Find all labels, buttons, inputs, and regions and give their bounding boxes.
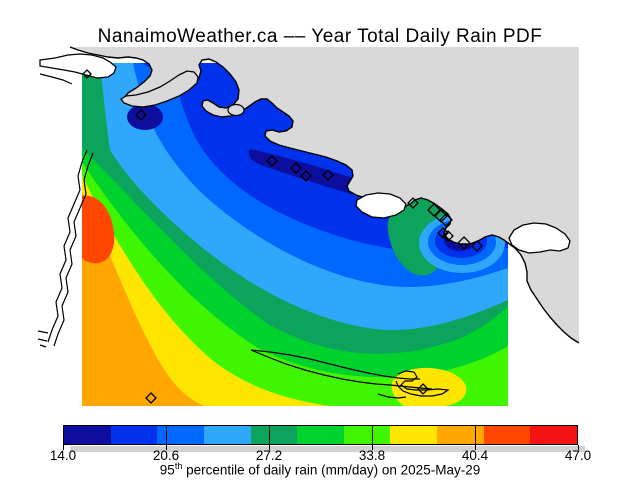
station-diamond-icon [145,392,157,404]
land-mainland [70,47,579,343]
colorbar-segment-5 [297,426,344,444]
band-orange [82,192,204,406]
caption-rest: percentile of daily rain (mm/day) on 202… [182,462,481,478]
station-diamond-icon [290,162,302,174]
station-diamond-icon [82,69,92,79]
colorbar-tick [166,445,167,450]
colorbar-segment-9 [483,426,531,444]
plot-title: NanaimoWeather.ca –– Year Total Daily Ra… [97,26,543,47]
colorbar-tick-label: 14.0 [49,448,77,463]
colorbar-tick-label: 20.6 [152,448,180,463]
station-diamond-icon [407,197,419,209]
station-diamond-icon [417,383,429,395]
colorbar-tickline [269,425,270,445]
station-markers [82,69,483,404]
station-diamond-icon [266,155,278,167]
colorbar-tick [475,445,476,450]
station-diamond-icon [427,203,441,217]
colorbar-segment-10 [530,426,578,444]
colorbar-segment-2 [157,426,204,444]
channel-line-northwest [39,73,73,85]
colorbar-segment-0 [64,426,111,444]
colorbar-segment-3 [203,426,251,444]
land-islet [227,103,245,117]
colorbar-segment-4 [250,426,298,444]
island-northwest [39,53,117,79]
station-diamond-icon [471,240,483,252]
colorbar-tick [372,445,373,450]
colorbar-caption: 95th percentile of daily rain (mm/day) o… [0,461,640,478]
station-diamond-icon [135,109,147,121]
colorbar [63,425,578,445]
colorbar-shadow [70,446,585,452]
coastline-west-island [37,149,94,348]
colorbar-segment-8 [437,426,484,444]
caption-base: 95 [159,462,175,478]
navy-pocket-west [127,104,163,130]
caption-sup: th [174,461,183,471]
colorbar-tick [269,445,270,450]
colorbar-segment-1 [110,426,158,444]
lake-lens [355,192,407,219]
yellow-lobe-south [391,367,467,406]
colorbar-tick-label: 27.2 [255,448,283,463]
lake-inlet [508,222,571,254]
station-diamond-icon [434,209,448,223]
colorbar-tick [578,445,579,450]
colorbar-segment-6 [343,426,391,444]
station-diamond-icon [442,230,454,242]
station-diamond-icon [300,170,312,182]
colorbar-tick [63,445,64,450]
station-diamond-icon [457,236,471,250]
colorbar-tick-label: 33.8 [358,448,386,463]
station-diamond-icon [439,213,453,227]
station-diamond-icon [437,227,449,239]
orangered-core [82,195,115,264]
colorbar-tickline [372,425,373,445]
colorbar-segment-7 [390,426,438,444]
colorbar-tickline [475,425,476,445]
colorbar-tick-label: 47.0 [564,448,592,463]
station-diamond-icon [322,169,334,181]
colorbar-tick-label: 40.4 [461,448,489,463]
colorbar-tickline [166,425,167,445]
land-peninsula-tongue [120,70,199,108]
